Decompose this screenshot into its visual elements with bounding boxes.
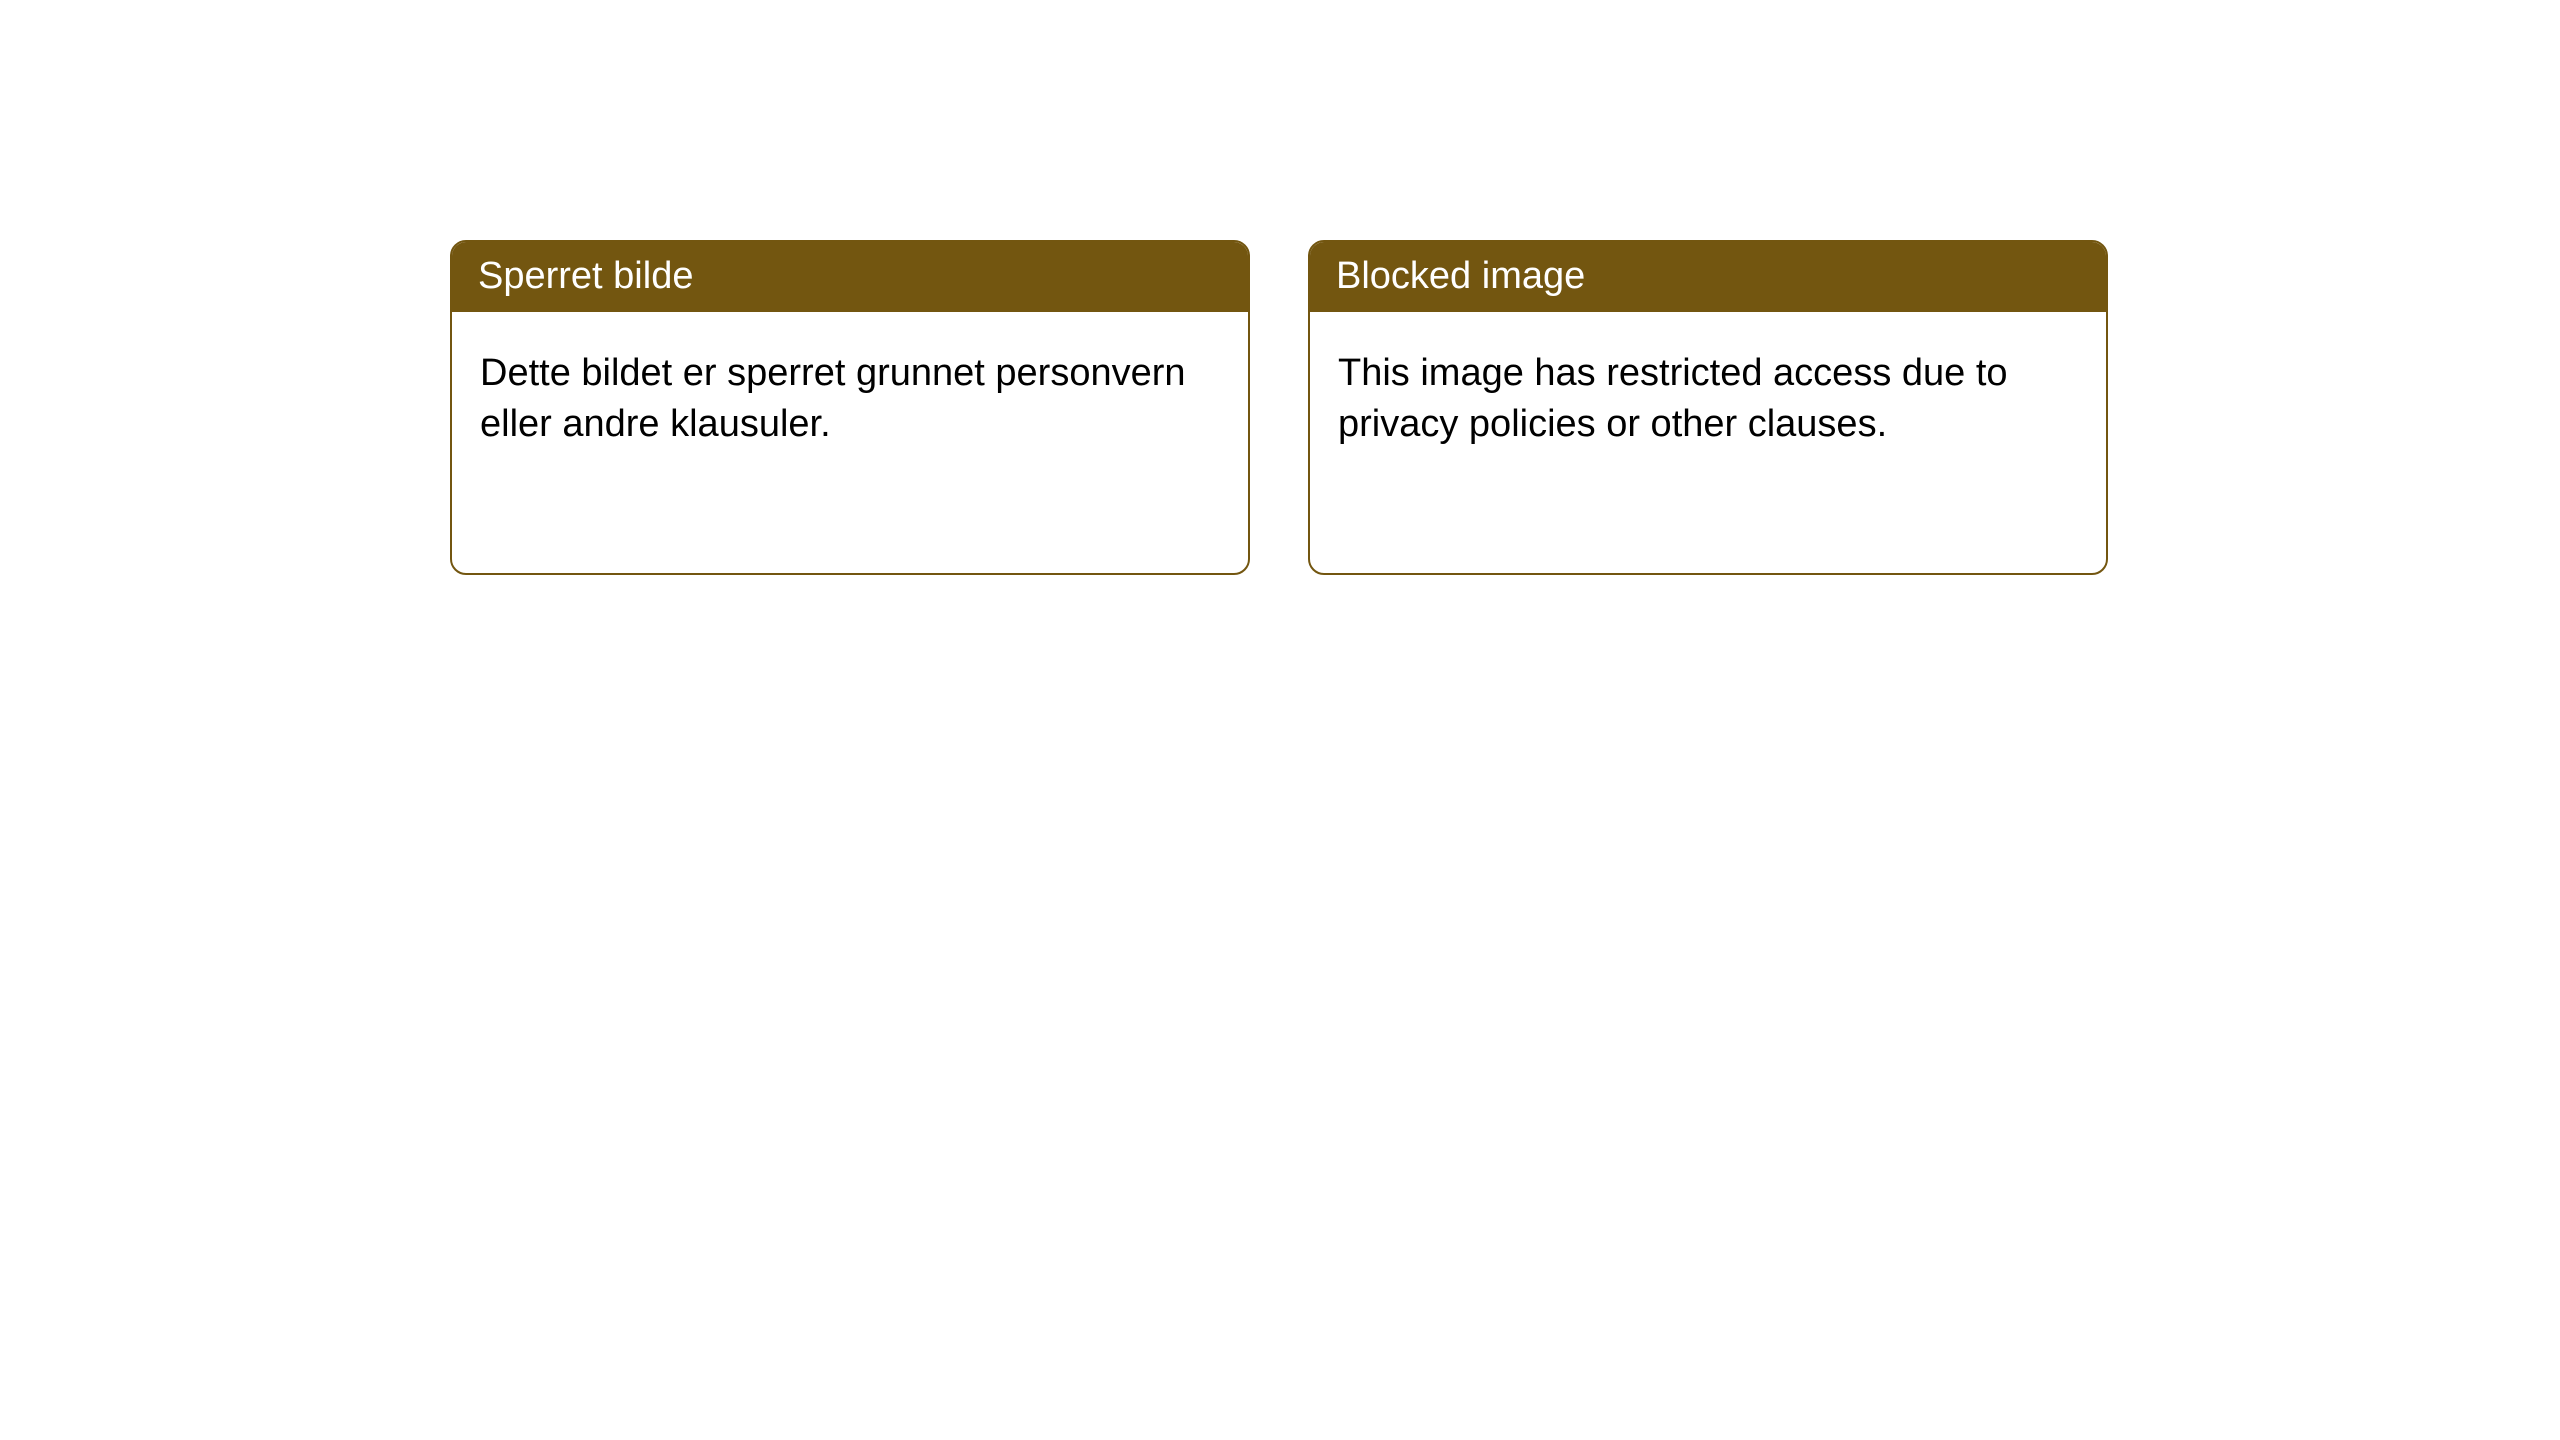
card-title-en: Blocked image (1336, 255, 1585, 297)
card-body-no: Dette bildet er sperret grunnet personve… (452, 312, 1248, 487)
card-header-en: Blocked image (1310, 242, 2106, 312)
blocked-image-card-no: Sperret bilde Dette bildet er sperret gr… (450, 240, 1250, 575)
card-text-no: Dette bildet er sperret grunnet personve… (480, 352, 1186, 445)
card-body-en: This image has restricted access due to … (1310, 312, 2106, 487)
blocked-image-card-en: Blocked image This image has restricted … (1308, 240, 2108, 575)
card-text-en: This image has restricted access due to … (1338, 352, 2008, 445)
card-header-no: Sperret bilde (452, 242, 1248, 312)
card-title-no: Sperret bilde (478, 255, 693, 297)
cards-container: Sperret bilde Dette bildet er sperret gr… (0, 0, 2560, 575)
